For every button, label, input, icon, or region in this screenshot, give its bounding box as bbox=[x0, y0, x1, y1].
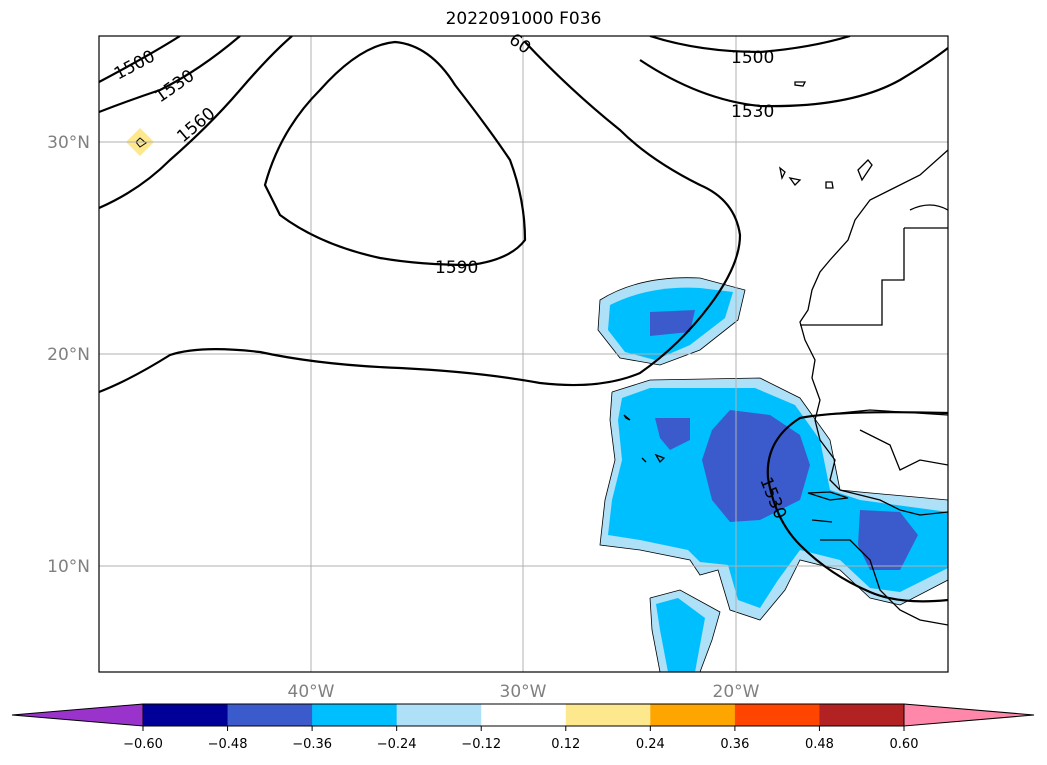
colorbar: −0.60 −0.48 −0.36 −0.24 −0.12 0.12 0.24 0.36 0.4… bbox=[11, 703, 1035, 752]
colorbar-tick-label: −0.36 bbox=[292, 737, 332, 752]
lat-label-10n: 10°N bbox=[47, 557, 90, 577]
colorbar-tick-label: 0.36 bbox=[720, 737, 749, 752]
colorbar-tick-label: 0.60 bbox=[890, 737, 919, 752]
colorbar-frame bbox=[142, 703, 905, 727]
map-frame bbox=[98, 35, 949, 673]
colorbar-extend-max bbox=[903, 703, 1035, 727]
lon-label-20w: 20°W bbox=[713, 682, 760, 702]
colorbar-extend-min bbox=[11, 703, 144, 727]
graticule bbox=[99, 36, 948, 672]
contour-label: 1500 bbox=[731, 48, 774, 68]
lon-label-30w: 30°W bbox=[500, 682, 547, 702]
colorbar-tick-label: −0.48 bbox=[208, 737, 248, 752]
colorbar-tick-label: 0.48 bbox=[805, 737, 834, 752]
colorbar-segment bbox=[312, 704, 398, 726]
lat-label-20n: 20°N bbox=[47, 345, 90, 365]
colorbar-segment bbox=[396, 704, 482, 726]
colorbar-segment bbox=[734, 704, 820, 726]
colorbar-segment bbox=[650, 704, 736, 726]
colorbar-segment bbox=[565, 704, 651, 726]
colorbar-segment bbox=[227, 704, 313, 726]
lon-label-40w: 40°W bbox=[288, 682, 335, 702]
contour-label: 1530 bbox=[731, 102, 774, 122]
map-title: 2022091000 F036 bbox=[445, 9, 602, 29]
colorbar-tick-label: 0.24 bbox=[636, 737, 665, 752]
colorbar-segment bbox=[819, 704, 905, 726]
colorbar-segment bbox=[481, 704, 567, 726]
colorbar-tick-label: 0.12 bbox=[551, 737, 580, 752]
colorbar-segment bbox=[143, 704, 229, 726]
lat-label-30n: 30°N bbox=[47, 133, 90, 153]
contour-label: 1590 bbox=[435, 258, 478, 278]
colorbar-tick-label: −0.24 bbox=[377, 737, 417, 752]
height-contours bbox=[99, 36, 948, 603]
colorbar-tick-label: −0.60 bbox=[123, 737, 163, 752]
colorbar-tick-label: −0.12 bbox=[461, 737, 501, 752]
